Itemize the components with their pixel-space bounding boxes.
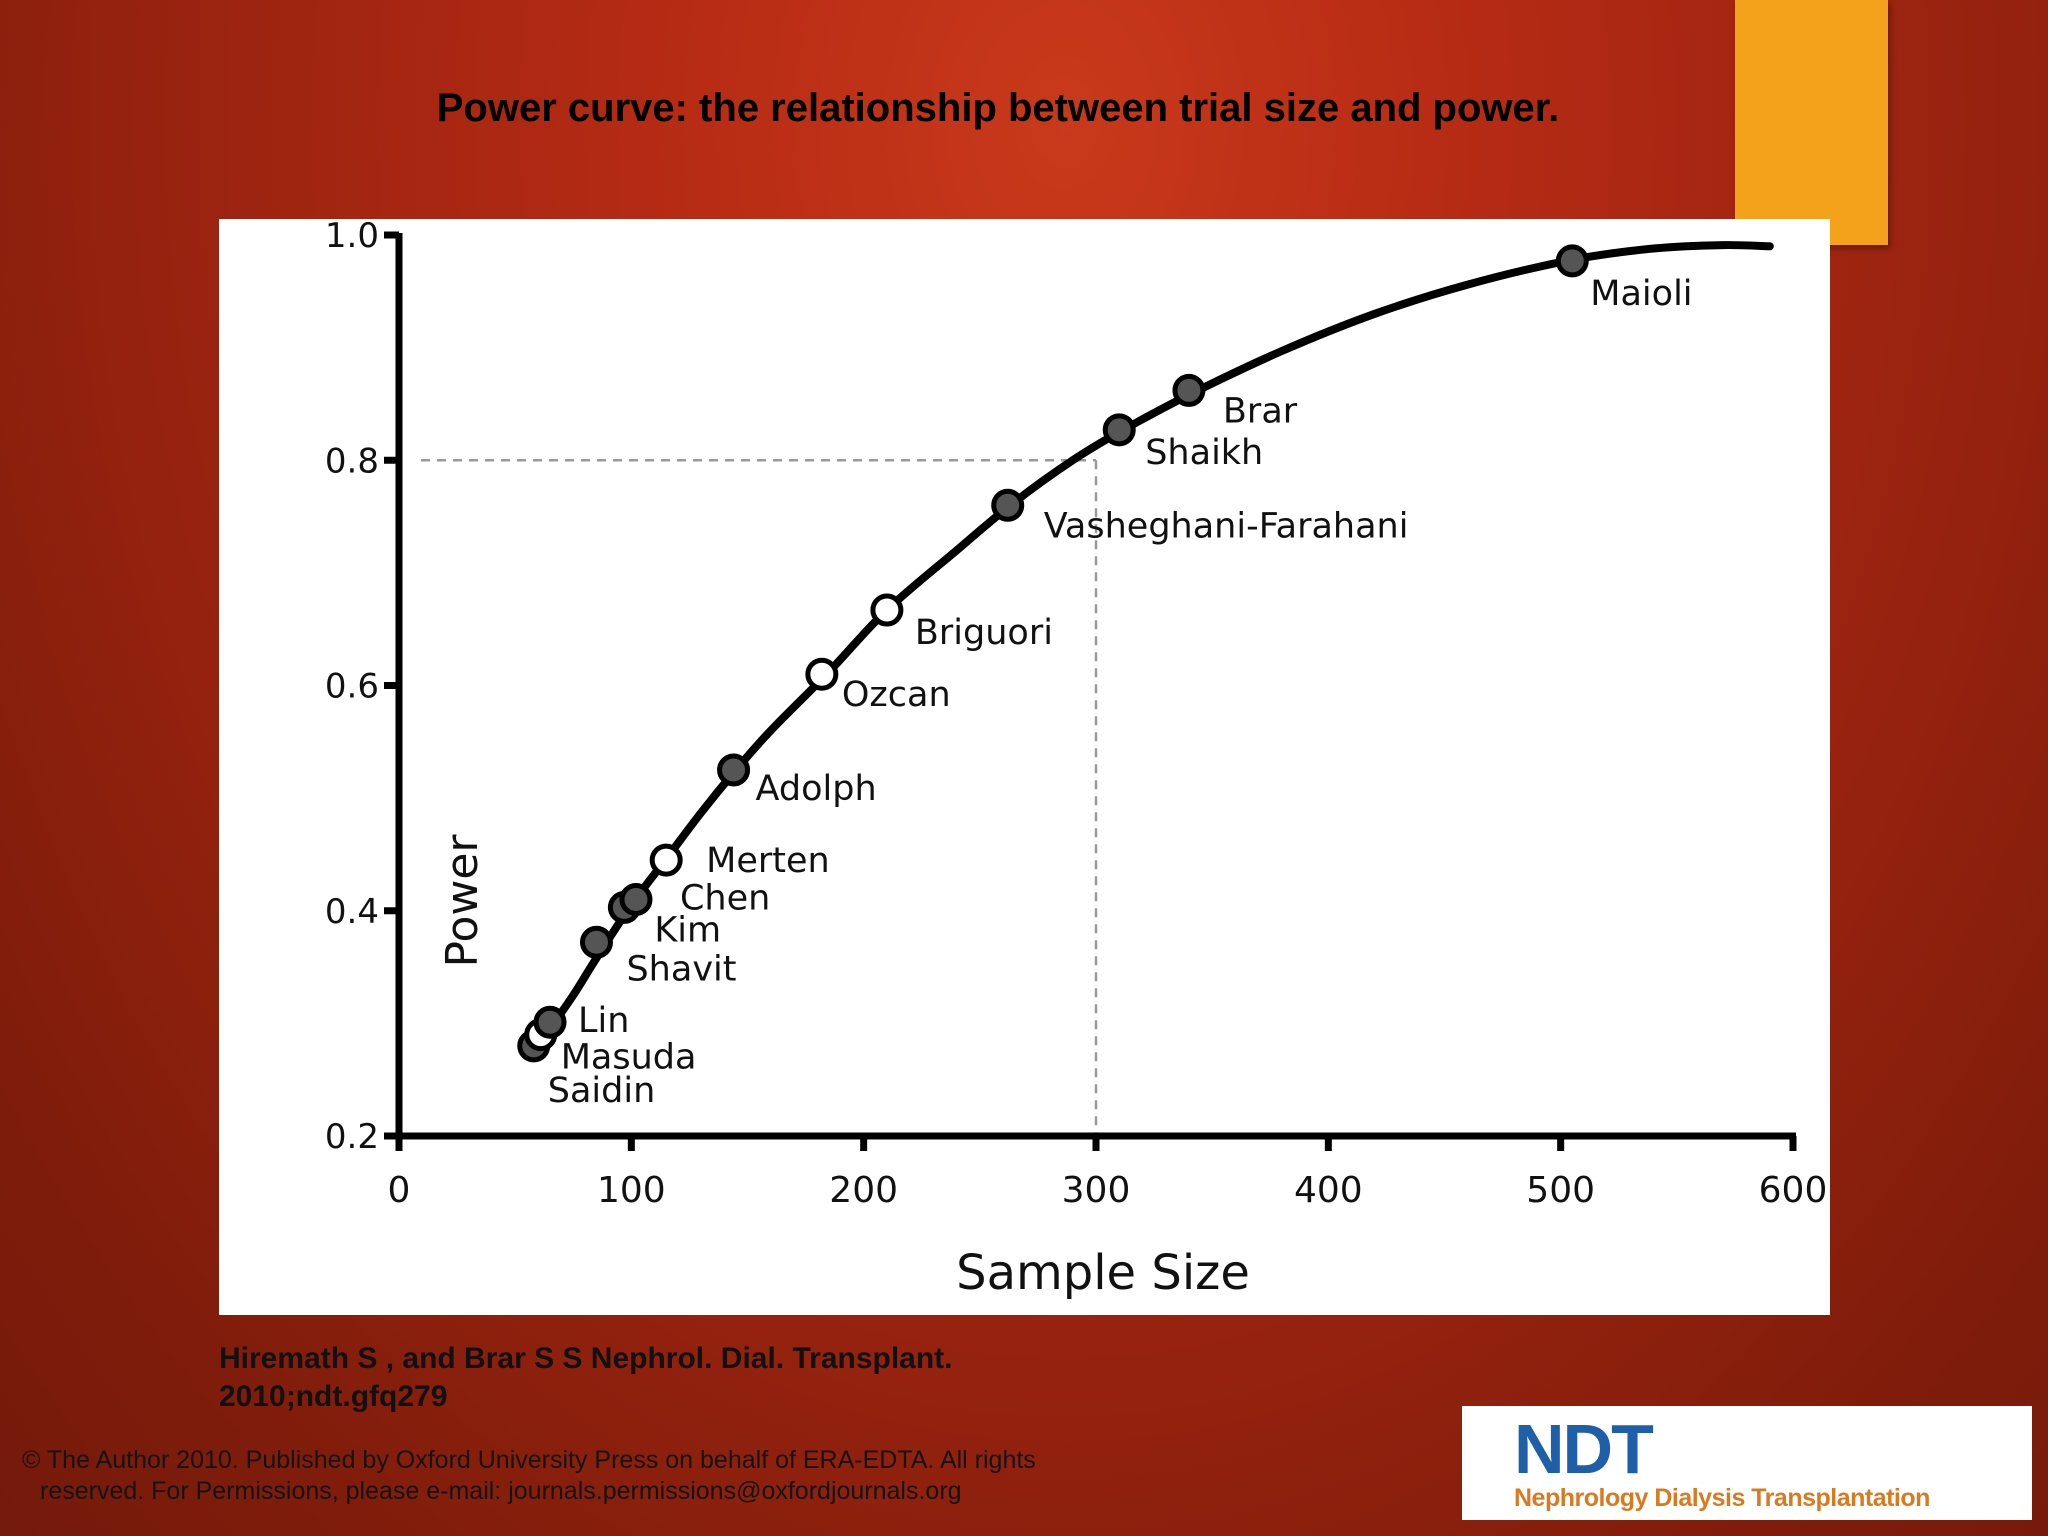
study-label-lin: Lin [578,1001,629,1041]
x-tick-label-500: 500 [1526,1170,1595,1211]
study-label-kim: Kim [654,910,721,950]
y-axis-label: Power [437,834,488,968]
study-label-maioli: Maioli [1590,274,1692,314]
study-point-shaikh [1102,413,1136,447]
study-label-shavit: Shavit [626,949,736,989]
x-tick-label-400: 400 [1294,1170,1363,1211]
study-label-briguori: Briguori [915,613,1053,653]
study-label-masuda: Masuda [561,1038,697,1078]
study-point-briguori [870,593,904,627]
x-tick-label-600: 600 [1759,1170,1828,1211]
study-point-shavit [579,925,613,959]
study-point-chen [619,882,653,916]
copyright-notice: © The Author 2010. Published by Oxford U… [22,1445,1036,1507]
chart-svg: 0 100 200 300 400 500 600 0.2 0.4 0.6 0.8 1.0 Saidi… [325,219,1827,1301]
citation-line-2: 2010;ndt.gfq279 [219,1380,448,1413]
study-label-saidin: Saidin [548,1071,656,1111]
reference-lines [421,459,1098,1136]
citation-line-1: Hiremath S , and Brar S S Nephrol. Dial.… [219,1342,953,1375]
y-tick-label-0.2: 0.2 [325,1117,379,1157]
study-label-ozcan: Ozcan [842,675,951,715]
y-tick-label-0.4: 0.4 [325,892,379,932]
study-point-lin [533,1005,567,1039]
x-tick-label-200: 200 [829,1170,898,1211]
power-curve-chart: 0 100 200 300 400 500 600 0.2 0.4 0.6 0.8 1.0 Saidi… [219,219,1830,1315]
citation: Hiremath S , and Brar S S Nephrol. Dial.… [219,1340,953,1416]
study-label-brar: Brar [1223,391,1298,431]
study-point-brar [1172,373,1206,407]
copyright-line-1: © The Author 2010. Published by Oxford U… [22,1446,1036,1474]
y-tick-label-1: 1.0 [325,219,379,256]
ndt-logo: NDT Nephrology Dialysis Transplantation [1462,1406,2032,1520]
study-label-chen: Chen [680,878,770,918]
study-point-ozcan [805,657,839,691]
logo-subtitle: Nephrology Dialysis Transplantation [1514,1484,1930,1512]
study-points [517,244,1589,1063]
study-label-adolph: Adolph [756,769,877,809]
x-tick-label-0: 0 [388,1170,411,1211]
y-tick-label-0.8: 0.8 [325,441,379,481]
x-tick-label-100: 100 [597,1170,666,1211]
study-label-merten: Merten [706,841,830,881]
tick-marks: 0 100 200 300 400 500 600 0.2 0.4 0.6 0.8 1.0 [325,219,1827,1211]
study-point-adolph [717,753,751,787]
x-axis-label: Sample Size [956,1245,1250,1301]
slide-title: Power curve: the relationship between tr… [0,86,2048,131]
study-point-vasheghani-farahani [991,488,1025,522]
x-tick-label-300: 300 [1062,1170,1131,1211]
study-label-vasheghani-farahani: Vasheghani-Farahani [1044,506,1409,546]
study-label-shaikh: Shaikh [1145,433,1263,473]
study-point-merten [649,843,683,877]
accent-block [1735,0,1888,245]
logo-text: NDT [1514,1410,1654,1488]
study-point-maioli [1555,244,1589,278]
slide-title-text: Power curve: the relationship between tr… [436,86,1560,130]
y-tick-label-0.6: 0.6 [325,667,379,707]
copyright-line-2: reserved. For Permissions, please e-mail… [40,1477,962,1505]
